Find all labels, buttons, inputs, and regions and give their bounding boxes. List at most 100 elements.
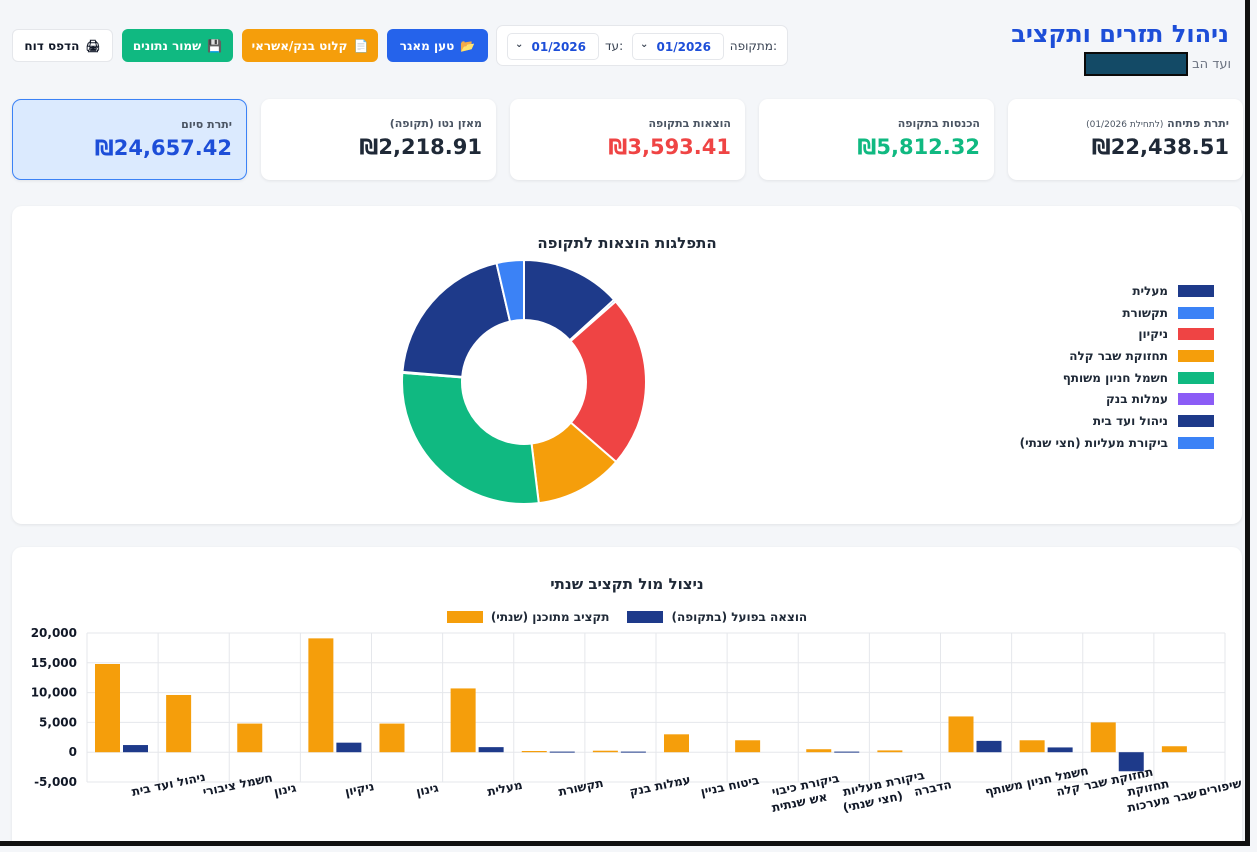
save-data-label: שמור נתונים [132, 38, 202, 53]
expense-value: ₪3,593.41 [608, 135, 731, 159]
legend-label: הוצאה בפועל (בתקופה) [671, 610, 808, 624]
load-database-button[interactable]: 📂 טען מאגר [387, 29, 488, 62]
legend-item[interactable]: ניקיון [1020, 323, 1214, 345]
net-balance-label: מאזן נטו (תקופה) [389, 117, 482, 130]
printer-icon: 🖨 [85, 38, 101, 53]
bar [834, 751, 860, 753]
legend-item[interactable]: תקציב מתוכנן (שנתי) [446, 610, 610, 624]
expense-label: הוצאות בתקופה [648, 117, 731, 130]
page-title: ניהול תזרים ותקציב [1011, 20, 1229, 48]
period-to-value: 01/2026 [531, 40, 586, 54]
bar [336, 742, 362, 753]
bar [806, 749, 832, 753]
bar [95, 663, 120, 753]
legend-swatch [1178, 371, 1214, 384]
legend-label: ניהול ועד בית [1092, 413, 1168, 428]
import-bank-button[interactable]: 📄 קלוט בנק/אשראי [242, 29, 378, 62]
bar [123, 745, 148, 753]
bar [1047, 747, 1073, 753]
legend-swatch [1178, 328, 1214, 341]
bar [478, 747, 504, 753]
legend-swatch [1178, 414, 1214, 427]
chevron-down-icon: ⌄ [515, 39, 524, 50]
bar [1118, 752, 1144, 772]
legend-item[interactable]: ביקורת מעליות (חצי שנתי) [1020, 432, 1214, 454]
donut-slice [495, 258, 525, 323]
legend-item[interactable]: תקשורת [1020, 302, 1214, 324]
period-from-select[interactable]: 01/2026 ⌄ [632, 33, 724, 60]
legend-item[interactable]: חשמל חניון משותף [1020, 367, 1214, 389]
save-icon: 💾 [207, 38, 223, 53]
donut-chart-title: התפלגות הוצאות לתקופה [537, 234, 717, 252]
donut-slice [569, 300, 647, 464]
legend-item[interactable]: מעלית [1020, 280, 1214, 302]
x-tick-label: ניקיון [344, 779, 376, 799]
legend-swatch [1178, 436, 1214, 449]
bar-chart-title: ניצול מול תקציב שנתי [550, 575, 704, 593]
legend-label: מעלית [1132, 283, 1168, 298]
y-tick-label: 20,000 [31, 626, 77, 640]
bar [166, 694, 192, 753]
period-from-label: מתקופה: [729, 39, 777, 53]
x-tick-label: ביטוח בניין [699, 773, 760, 799]
opening-balance-label: יתרת פתיחה (לתחילת 01/2026) [1086, 117, 1229, 130]
import-bank-label: קלוט בנק/אשראי [251, 38, 348, 53]
income-value: ₪5,812.32 [857, 135, 980, 159]
redacted-name [1084, 52, 1189, 76]
y-tick-label: 15,000 [31, 656, 77, 670]
legend-label: תקשורת [1122, 305, 1168, 320]
y-tick-label: 10,000 [31, 686, 77, 700]
donut-slice [401, 371, 540, 505]
chevron-down-icon: ⌄ [640, 39, 649, 50]
bar [549, 751, 575, 753]
period-filter: מתקופה: 01/2026 ⌄ עד: 01/2026 ⌄ [496, 25, 788, 66]
net-balance-value: ₪2,218.91 [359, 135, 482, 159]
expense-card: הוצאות בתקופה ₪3,593.41 [510, 99, 745, 180]
closing-balance-value: ₪24,657.42 [94, 136, 232, 160]
association-name: ועד הב [1084, 52, 1231, 76]
bar [877, 750, 903, 753]
closing-balance-label: יתרת סיום [181, 118, 232, 131]
legend-swatch [627, 611, 664, 623]
legend-label: תחזוקת שבר קלה [1069, 348, 1168, 363]
donut-chart [401, 258, 647, 505]
legend-item[interactable]: ניהול ועד בית [1020, 410, 1214, 432]
bar [592, 750, 618, 753]
budget-utilization-panel: ניצול מול תקציב שנתי הוצאה בפועל (בתקופה… [12, 547, 1242, 841]
y-tick-label: -5,000 [34, 775, 77, 789]
file-import-icon: 📄 [353, 38, 369, 53]
income-label: הכנסות בתקופה [897, 117, 980, 130]
save-data-button[interactable]: 💾 שמור נתונים [122, 29, 233, 62]
period-to-select[interactable]: 01/2026 ⌄ [507, 33, 599, 60]
bar [1090, 722, 1116, 753]
bar [620, 751, 646, 753]
net-balance-card: מאזן נטו (תקופה) ₪2,218.91 [261, 99, 496, 180]
bar [1161, 746, 1187, 753]
bar-legend: הוצאה בפועל (בתקופה) תקציב מתוכנן (שנתי) [12, 610, 1242, 624]
legend-label: תקציב מתוכנן (שנתי) [490, 610, 610, 624]
legend-item[interactable]: תחזוקת שבר קלה [1020, 345, 1214, 367]
bar [664, 734, 689, 753]
closing-balance-card: יתרת סיום ₪24,657.42 [12, 99, 247, 180]
y-tick-label: 0 [69, 745, 77, 759]
association-prefix: ועד הב [1192, 56, 1231, 72]
bar [379, 723, 405, 753]
period-from-value: 01/2026 [656, 40, 711, 54]
load-database-label: טען מאגר [399, 38, 455, 53]
legend-item[interactable]: עמלות בנק [1020, 388, 1214, 410]
bar [948, 716, 974, 753]
bar [1019, 740, 1045, 753]
bar [976, 740, 1002, 753]
bar-chart: 20,000 15,000 10,000 5,000 0 -5,000 ניהול ועד … [31, 626, 1242, 815]
expense-distribution-panel: התפלגות הוצאות לתקופה מעלית תקשורת ניקיון ת… [12, 206, 1242, 524]
legend-label: ביקורת מעליות (חצי שנתי) [1019, 435, 1168, 450]
legend-item[interactable]: הוצאה בפועל (בתקופה) [627, 610, 807, 624]
x-tick-label: ניהול ועד בית [130, 770, 206, 799]
print-report-button[interactable]: 🖨 הדפס דוח [12, 29, 113, 62]
legend-label: חשמל חניון משותף [1062, 370, 1168, 385]
legend-label: עמלות בנק [1105, 392, 1168, 407]
donut-slice [401, 261, 512, 378]
x-tick-label: מעלית [486, 778, 524, 799]
income-card: הכנסות בתקופה ₪5,812.32 [759, 99, 994, 180]
opening-balance-card: יתרת פתיחה (לתחילת 01/2026) ₪22,438.51 [1008, 99, 1243, 180]
